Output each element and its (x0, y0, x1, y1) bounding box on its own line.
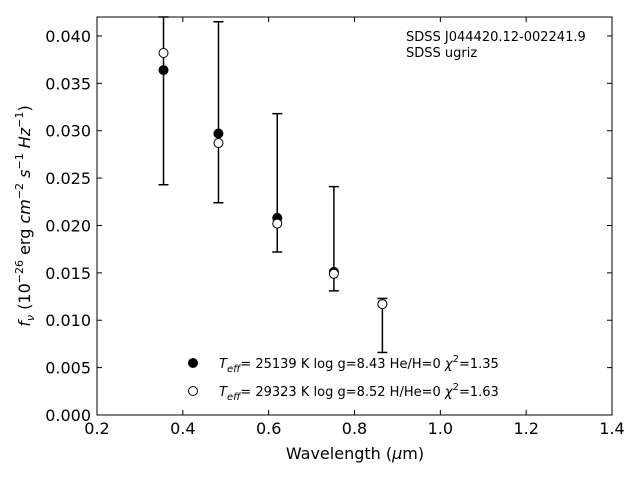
x-axis-label: Wavelength (μm) (286, 444, 424, 463)
filled-circle-point (158, 65, 169, 76)
open-circle-point (272, 218, 283, 229)
y-tick-label: 0.025 (45, 169, 91, 188)
plot-frame (96, 16, 613, 416)
legend-entry-1: Teff= 25139 K log g=8.43 He/H=0 χ2=1.35 (219, 354, 499, 375)
x-tick-label: 0.6 (256, 419, 281, 438)
x-tick-label: 0.2 (84, 419, 109, 438)
annotation-line-2: SDSS ugriz (406, 46, 477, 61)
x-tick-label: 1.0 (428, 419, 453, 438)
y-tick-label: 0.020 (45, 216, 91, 235)
y-tick-label: 0.030 (45, 122, 91, 141)
x-tick-label: 0.8 (342, 419, 367, 438)
y-tick-label: 0.015 (45, 264, 91, 283)
legend-open-circle-marker (188, 386, 198, 396)
filled-circle-point (213, 128, 224, 139)
annotation-line-1: SDSS J044420.12-002241.9 (406, 30, 586, 45)
error-bars (158, 16, 388, 354)
x-axis-ticks: 0.2 0.4 0.6 0.8 1.0 1.2 1.4 (84, 17, 625, 438)
x-tick-label: 1.4 (599, 419, 624, 438)
x-tick-label: 1.2 (513, 419, 538, 438)
legend: Teff= 25139 K log g=8.43 He/H=0 χ2=1.35 … (188, 354, 499, 403)
y-tick-label: 0.035 (45, 74, 91, 93)
open-circle-point (328, 268, 339, 279)
y-tick-label: 0.040 (45, 27, 91, 46)
y-tick-label: 0.010 (45, 311, 91, 330)
y-axis-label: fν (10−26 erg cm−2 s−1 Hz−1) (13, 105, 37, 326)
x-tick-label: 0.4 (170, 419, 195, 438)
legend-entry-2: Teff= 29323 K log g=8.52 H/He=0 χ2=1.63 (219, 382, 499, 403)
open-circle-point (158, 48, 169, 59)
y-tick-label: 0.000 (45, 406, 91, 425)
open-circle-point (377, 299, 388, 310)
legend-filled-circle-marker (188, 358, 198, 368)
y-tick-label: 0.005 (45, 359, 91, 378)
y-axis-ticks: 0.000 0.005 0.010 0.015 0.020 0.025 0.030 0.035… (45, 27, 612, 425)
data-markers (158, 48, 388, 310)
open-circle-point (213, 138, 224, 149)
